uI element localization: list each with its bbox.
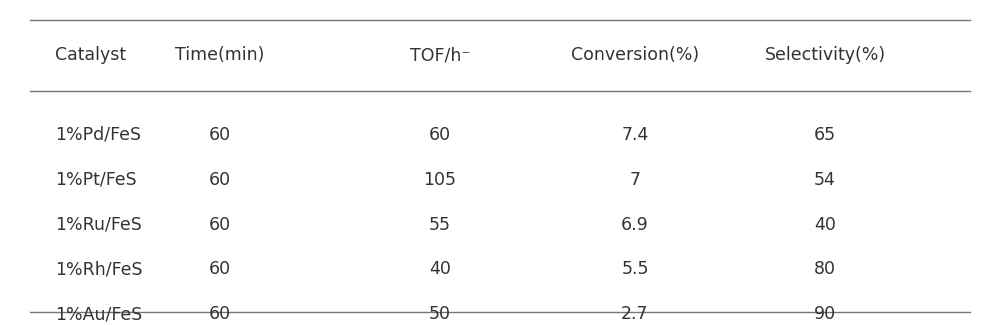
Text: 1%Ru/FeS: 1%Ru/FeS (55, 215, 142, 234)
Text: 60: 60 (209, 126, 231, 144)
Text: 50: 50 (429, 305, 451, 323)
Text: TOF/h⁻: TOF/h⁻ (410, 46, 470, 64)
Text: 2.7: 2.7 (621, 305, 649, 323)
Text: Time(min): Time(min) (175, 46, 265, 64)
Text: 6.9: 6.9 (621, 215, 649, 234)
Text: 55: 55 (429, 215, 451, 234)
Text: 60: 60 (209, 171, 231, 189)
Text: 105: 105 (424, 171, 456, 189)
Text: 80: 80 (814, 260, 836, 279)
Text: 54: 54 (814, 171, 836, 189)
Text: 1%Pd/FeS: 1%Pd/FeS (55, 126, 141, 144)
Text: Catalyst: Catalyst (55, 46, 126, 64)
Text: 7.4: 7.4 (621, 126, 649, 144)
Text: 40: 40 (814, 215, 836, 234)
Text: 60: 60 (209, 305, 231, 323)
Text: 7: 7 (630, 171, 640, 189)
Text: 60: 60 (429, 126, 451, 144)
Text: 1%Rh/FeS: 1%Rh/FeS (55, 260, 143, 279)
Text: 1%Au/FeS: 1%Au/FeS (55, 305, 142, 323)
Text: 5.5: 5.5 (621, 260, 649, 279)
Text: 65: 65 (814, 126, 836, 144)
Text: Conversion(%): Conversion(%) (571, 46, 699, 64)
Text: 90: 90 (814, 305, 836, 323)
Text: 1%Pt/FeS: 1%Pt/FeS (55, 171, 137, 189)
Text: Selectivity(%): Selectivity(%) (764, 46, 886, 64)
Text: 40: 40 (429, 260, 451, 279)
Text: 60: 60 (209, 260, 231, 279)
Text: 60: 60 (209, 215, 231, 234)
